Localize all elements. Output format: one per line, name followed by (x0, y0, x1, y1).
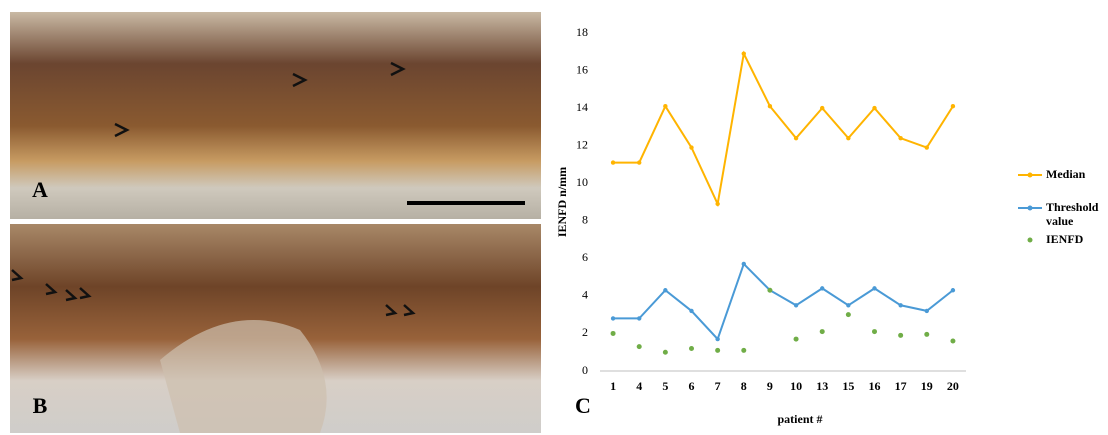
x-tick-label: 1 (610, 379, 616, 393)
data-point (767, 288, 772, 293)
micrograph-a (10, 12, 541, 219)
y-tick-label: 2 (582, 325, 588, 339)
x-tick-label: 9 (767, 379, 773, 393)
data-point (637, 344, 642, 349)
y-axis-title: IENFD n/mm (555, 167, 569, 237)
data-point (689, 145, 693, 149)
panel-label: A (32, 177, 48, 202)
x-tick-label: 19 (921, 379, 933, 393)
data-point (794, 303, 798, 307)
y-tick-label: 18 (576, 25, 588, 39)
page: A B C patient # IENFD n/mm 0246810121416… (0, 0, 1108, 435)
y-tick-label: 8 (582, 213, 588, 227)
data-point (898, 333, 903, 338)
y-tick-label: 4 (582, 288, 588, 302)
x-tick-label: 15 (842, 379, 854, 393)
data-point (898, 136, 902, 140)
data-point (951, 104, 955, 108)
x-tick-label: 7 (715, 379, 721, 393)
data-point (742, 51, 746, 55)
data-point (663, 104, 667, 108)
data-point (872, 106, 876, 110)
data-point (637, 316, 641, 320)
data-point (689, 346, 694, 351)
data-point (611, 316, 615, 320)
data-point (794, 337, 799, 342)
x-tick-label: 4 (636, 379, 642, 393)
y-tick-label: 16 (576, 62, 588, 76)
data-point (768, 104, 772, 108)
x-tick-label: 13 (816, 379, 828, 393)
data-point (611, 160, 615, 164)
data-point (715, 337, 719, 341)
x-tick-label: 10 (790, 379, 802, 393)
x-tick-label: 6 (689, 379, 695, 393)
data-point (637, 160, 641, 164)
data-point (820, 286, 824, 290)
data-point (742, 262, 746, 266)
x-tick-label: 8 (741, 379, 747, 393)
data-point (924, 332, 929, 337)
legend-label: IENFD (1046, 232, 1084, 246)
data-point (820, 329, 825, 334)
series-line (613, 264, 953, 339)
x-tick-label: 16 (869, 379, 881, 393)
data-point (846, 136, 850, 140)
data-point (663, 288, 667, 292)
data-point (741, 348, 746, 353)
y-tick-label: 14 (576, 100, 588, 114)
legend-marker (1028, 206, 1033, 211)
panel-label: C (575, 393, 591, 418)
data-point (951, 288, 955, 292)
x-tick-label: 20 (947, 379, 959, 393)
data-point (663, 350, 668, 355)
legend-marker (1028, 173, 1033, 178)
data-point (898, 303, 902, 307)
data-point (820, 106, 824, 110)
series-line (613, 54, 953, 204)
data-point (846, 312, 851, 317)
y-tick-label: 6 (582, 250, 588, 264)
x-axis-title: patient # (778, 412, 823, 426)
legend-marker (1028, 238, 1033, 243)
data-point (794, 136, 798, 140)
data-point (611, 331, 616, 336)
data-point (715, 348, 720, 353)
y-tick-label: 12 (576, 137, 588, 151)
data-point (872, 329, 877, 334)
y-tick-label: 0 (582, 363, 588, 377)
legend-label: Median (1046, 167, 1086, 181)
x-tick-label: 17 (895, 379, 907, 393)
data-point (925, 145, 929, 149)
x-tick-label: 5 (662, 379, 668, 393)
panel-label: B (33, 393, 48, 418)
data-point (715, 202, 719, 206)
data-point (689, 309, 693, 313)
data-point (950, 338, 955, 343)
figure: A B C patient # IENFD n/mm 0246810121416… (0, 0, 1108, 435)
data-point (872, 286, 876, 290)
y-tick-label: 10 (576, 175, 588, 189)
data-point (925, 309, 929, 313)
data-point (846, 303, 850, 307)
